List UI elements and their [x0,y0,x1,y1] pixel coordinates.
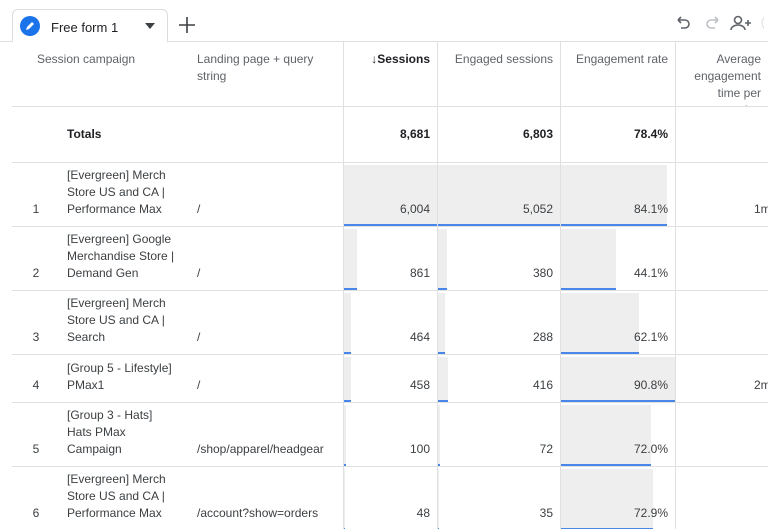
data-bar [438,293,445,354]
engagement-rate: 44.1% [633,266,668,280]
data-bar [561,405,652,466]
data-bar [561,165,667,226]
sessions: 861 [409,266,430,280]
campaign: [Evergreen] Merch Store US and CA | Sear… [67,296,166,344]
totals-cell: 6,803 [522,126,553,141]
data-bar [561,293,639,354]
row-divider [12,354,768,355]
engagement-rate: 72.0% [633,442,668,456]
row-divider [12,162,768,163]
avg-engagement: 1m [754,202,768,216]
data-bar [438,229,448,290]
column-divider [675,42,676,529]
campaign: [Evergreen] Merch Store US and CA | Perf… [67,472,166,520]
sort-arrow[interactable]: ↓ [371,52,378,66]
tab-name: Free form 1 [51,20,119,35]
totals-cell: 1m [675,106,768,162]
sessions: 458 [409,378,430,392]
campaign: [Evergreen] Google Merchandise Store | D… [67,232,175,280]
avg-engagement: 2m [754,378,768,392]
data-bar [344,357,352,402]
data-bar [438,357,449,402]
landing-page: / [197,202,201,216]
campaign: [Group 5 - Lifestyle] PMax1 [67,361,172,392]
engagement-rate: 90.8% [633,378,668,392]
engagement-rate: 72.9% [633,506,668,520]
column-header: Average engagement time per session [694,52,761,106]
landing-page: / [197,330,201,344]
row-index: 6 [32,506,40,520]
row-divider [12,290,768,291]
engaged-sessions: 380 [532,266,553,280]
row-index: 2 [32,266,40,280]
engaged-sessions: 288 [532,330,553,344]
row-divider [12,226,768,227]
data-bar [561,469,653,529]
data-bar [438,405,440,466]
toolbar [0,0,768,42]
sessions: 48 [416,506,430,520]
data-bar [561,229,617,290]
sessions: 6,004 [399,202,430,216]
landing-page: /shop/apparel/headgear [197,442,324,456]
totals-label: Totals [67,126,102,141]
sessions: 464 [409,330,430,344]
row-divider [12,466,768,467]
data-bar [344,293,352,354]
engaged-sessions: 416 [532,378,553,392]
campaign: [Group 3 - Hats] Hats PMax Campaign [67,408,153,456]
landing-page: /account?show=orders [197,506,319,520]
column-header: Session campaign [37,52,136,66]
row-index: 1 [32,202,40,216]
column-header[interactable]: ↓Sessions [371,52,430,66]
column-divider [560,42,561,529]
data-bar [344,165,437,226]
column-header: Engaged sessions [454,52,553,66]
column-divider [343,42,344,529]
row-divider [12,106,768,107]
row-index: 3 [32,330,40,344]
tab[interactable]: Free form 1 [12,9,168,43]
column-header: Landing page + query string [197,52,314,83]
engaged-sessions: 35 [539,506,553,520]
totals-cell: 78.4% [633,126,668,141]
campaign: [Evergreen] Merch Store US and CA | Perf… [67,168,166,216]
engagement-rate: 84.1% [633,202,668,216]
pencil-icon [20,16,40,36]
totals-cell: 8,681 [399,126,430,141]
sessions: 100 [409,442,430,456]
toolbar-icons[interactable] [674,14,764,32]
engaged-sessions: 5,052 [522,202,553,216]
data-bar [344,229,358,290]
data-bar [561,357,675,402]
landing-page: / [197,266,201,280]
column-header: Engagement rate [575,52,668,66]
dropdown-icon[interactable] [145,23,155,29]
row-divider [12,402,768,403]
engagement-rate: 62.1% [633,330,668,344]
column-divider [437,42,438,529]
landing-page: / [197,378,201,392]
data-bar [344,405,346,466]
engaged-sessions: 72 [539,442,553,456]
add-tab[interactable] [178,16,196,34]
row-index: 4 [32,378,40,392]
row-index: 5 [32,442,40,456]
data-bar [438,165,560,226]
